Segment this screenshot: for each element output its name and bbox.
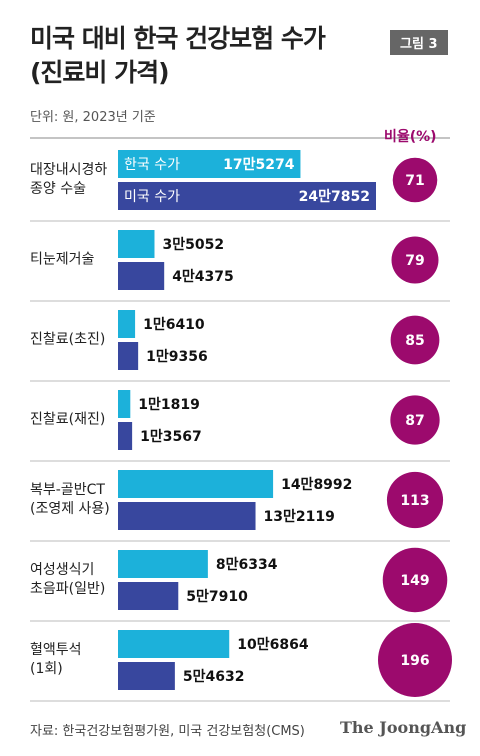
ratio-circle [378,623,452,697]
bar [118,630,230,658]
figure-badge: 그림 3 [390,30,448,55]
value-label: 3만5052 [162,237,224,253]
ratio-circle [391,236,439,284]
value-label: 24만7852 [299,189,370,205]
bar [118,310,136,338]
value-label: 8만6334 [216,557,278,573]
ratio-label: 85 [405,333,424,349]
bar [118,390,131,418]
ratio-circle [386,471,444,529]
bar [118,182,376,210]
category-label: 복부-골반CT (조영제 사용) [30,482,110,517]
legend-label: 미국 수가 [124,189,180,205]
ratio-label: 149 [400,573,429,589]
category-label: 대장내시경하 종양 수술 [30,162,108,197]
ratio-label: 196 [400,653,429,669]
ratio-circle [392,157,438,203]
chart-title: 미국 대비 한국 건강보험 수가 (진료비 가격) [30,24,326,87]
bar [118,470,274,498]
bar [118,230,155,258]
value-label: 5만4632 [183,669,245,685]
ratio-circle [390,395,440,445]
source: 자료: 한국건강보험평가원, 미국 건강보험청(CMS) [30,724,305,739]
category-label: 티눈제거술 [30,251,95,268]
ratio-label: 71 [405,173,424,189]
bar [118,262,165,290]
value-label: 4만4375 [172,269,234,285]
value-label: 17만5274 [223,157,295,173]
bar [118,342,139,370]
value-label: 5만7910 [186,589,248,605]
category-label: 진찰료(재진) [30,411,106,428]
subtitle: 단위: 원, 2023년 기준 [30,110,156,125]
value-label: 1만3567 [140,429,202,445]
category-label: 진찰료(초진) [30,331,106,348]
bar [118,582,179,610]
legend-label: 한국 수가 [124,157,180,173]
bar [118,502,256,530]
value-label: 1만6410 [143,317,205,333]
bar [118,550,208,578]
logo: The JoongAng [340,718,467,737]
bar [118,150,301,178]
value-label: 1만1819 [138,397,200,413]
category-label: 혈액투석 (1회) [30,642,82,677]
ratio-label: 113 [400,493,429,509]
value-label: 13만2119 [264,509,335,525]
category-label: 여성생식기 초음파(일반) [30,562,106,597]
value-label: 1만9356 [146,349,208,365]
ratio-label: 87 [405,413,424,429]
ratio-circle [390,315,440,365]
ratio-header: 비율(%) [384,129,437,145]
ratio-circle [382,547,448,613]
ratio-label: 79 [405,253,424,269]
value-label: 10만6864 [237,637,309,653]
bar [118,662,175,690]
value-label: 14만8992 [281,477,352,493]
bar [118,422,133,450]
